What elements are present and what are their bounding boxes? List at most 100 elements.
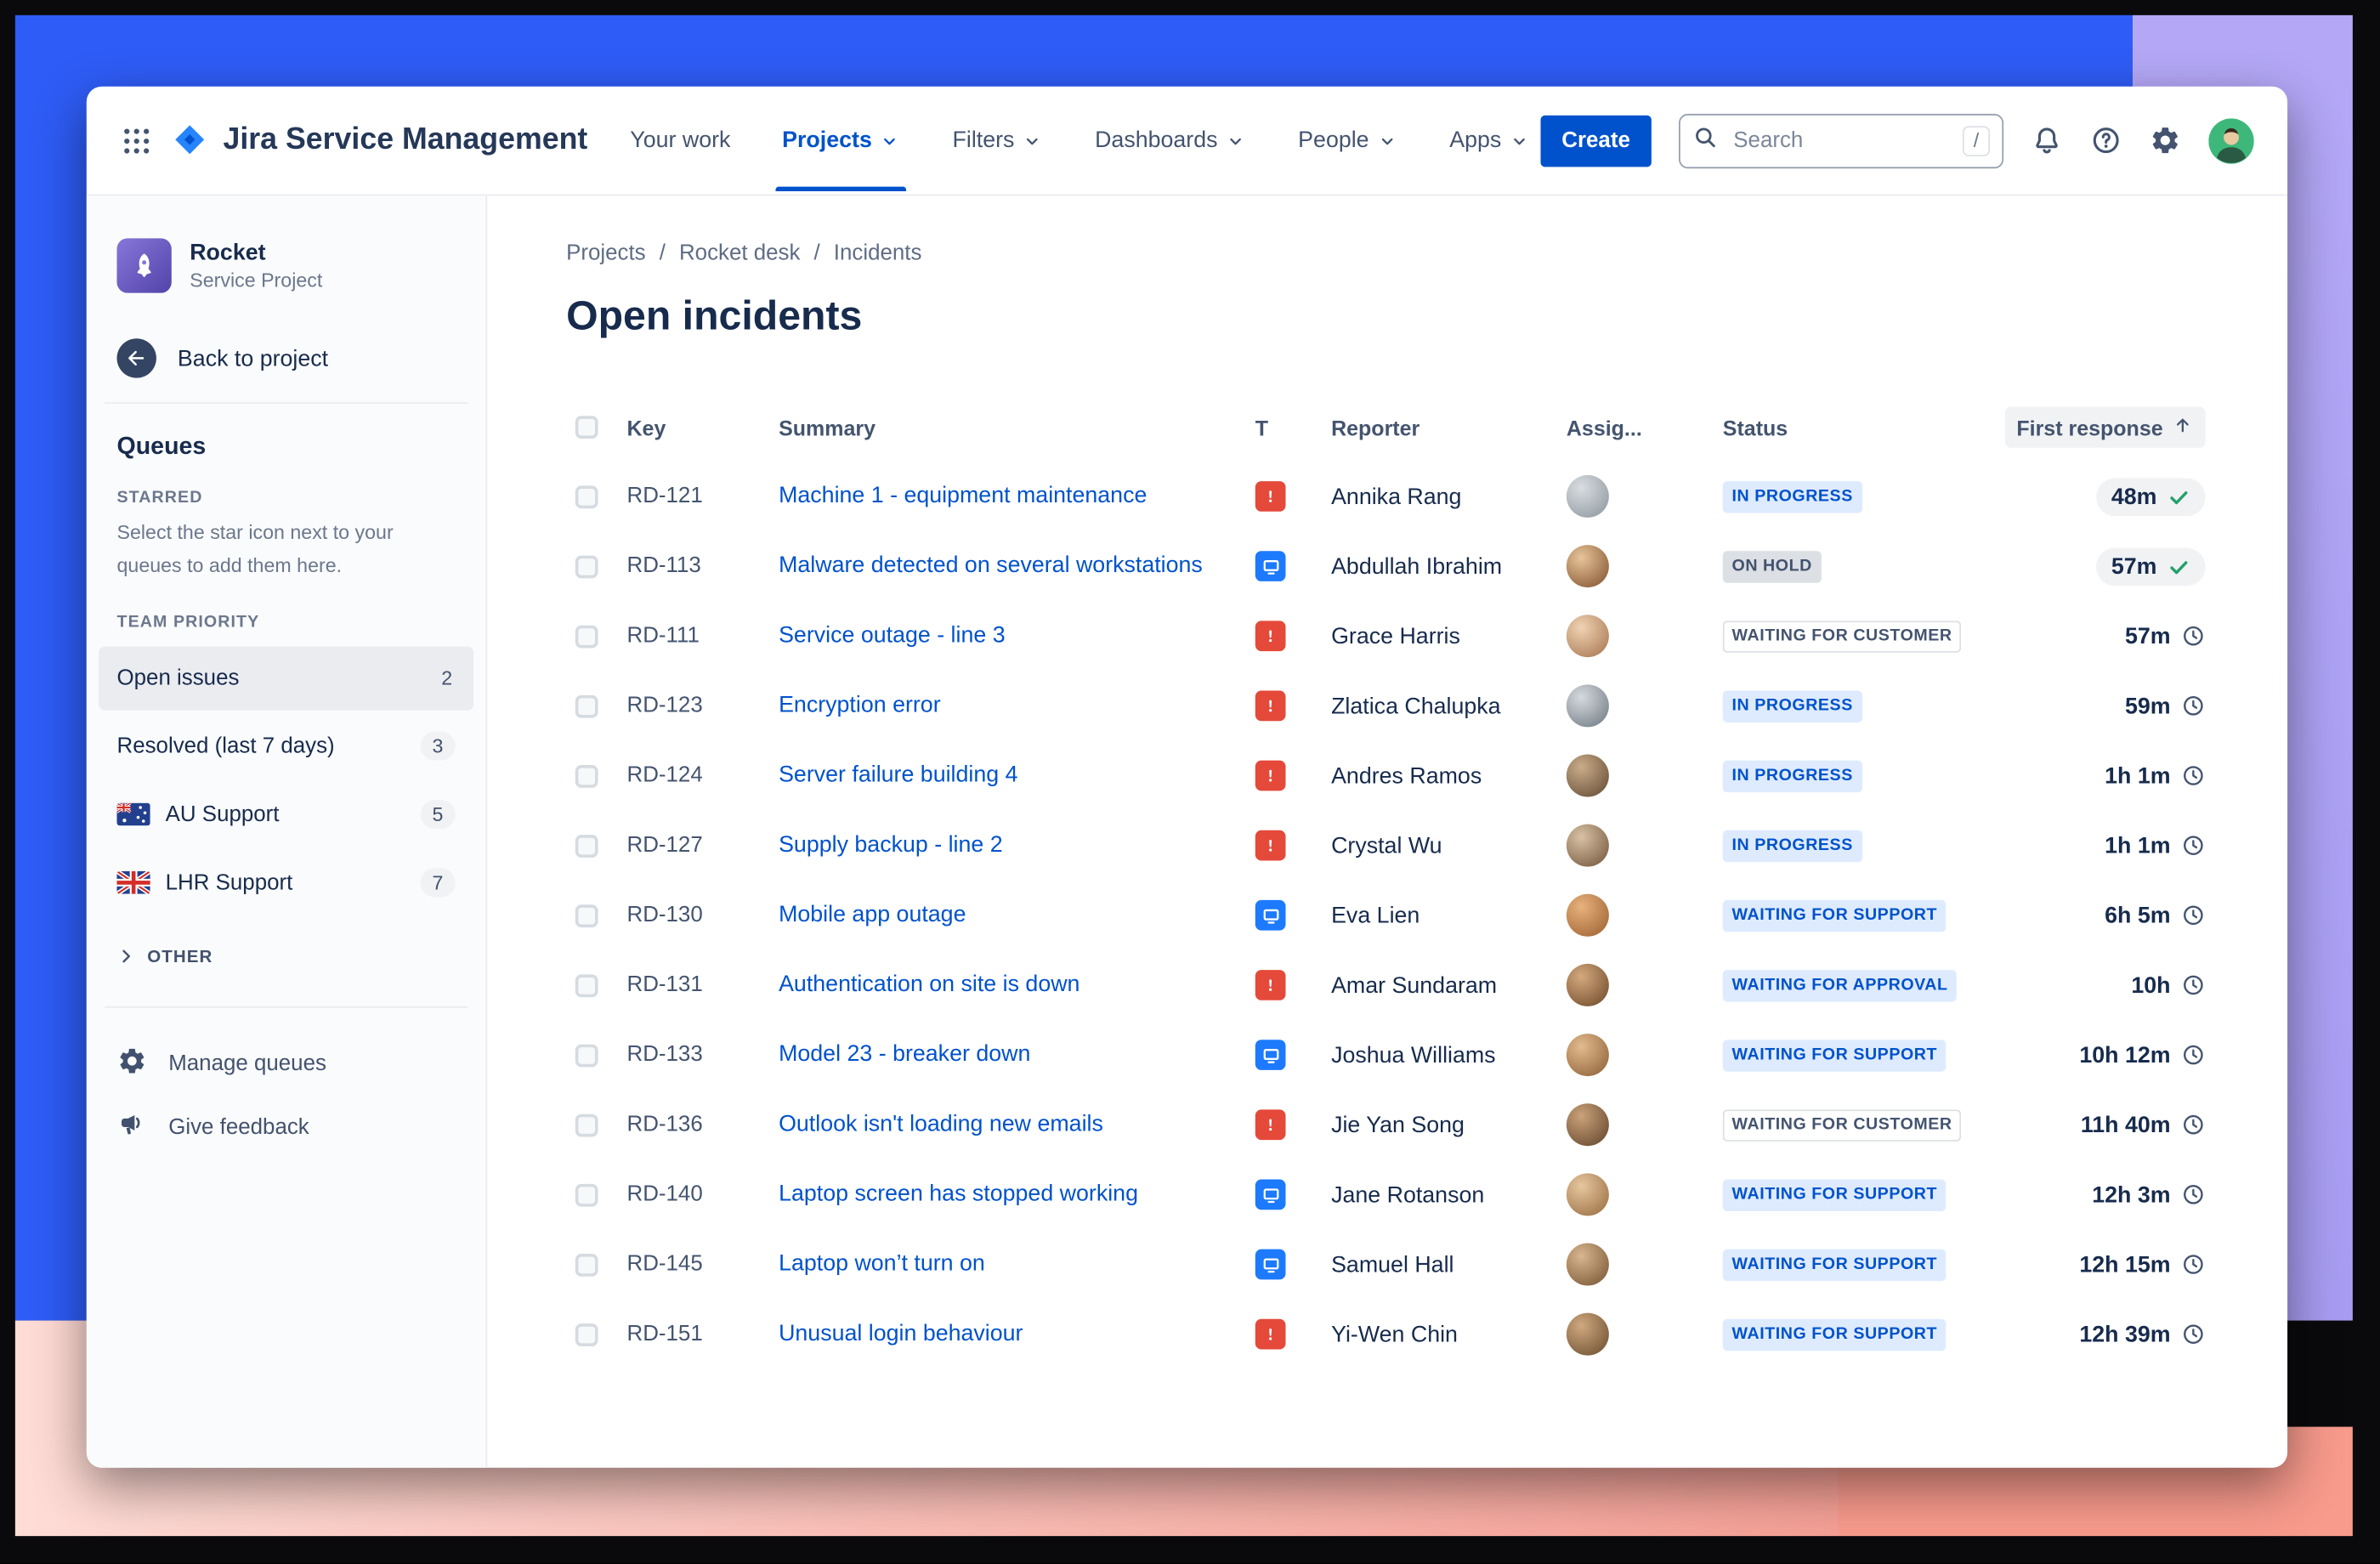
help-icon[interactable]: [2090, 124, 2122, 156]
issue-summary-link[interactable]: Mobile app outage: [779, 901, 966, 928]
issue-key: RD-123: [626, 694, 703, 718]
other-section-toggle[interactable]: OTHER: [87, 920, 486, 982]
row-checkbox[interactable]: [575, 904, 598, 927]
row-checkbox[interactable]: [575, 1253, 598, 1276]
incident-type-icon: [1255, 760, 1286, 791]
column-header-type[interactable]: T: [1255, 415, 1269, 439]
table-row-rd-151: RD-151 Unusual login behaviour Yi-Wen Chin…: [566, 1300, 2208, 1369]
row-checkbox[interactable]: [575, 554, 598, 578]
column-header-status[interactable]: Status: [1722, 415, 1788, 439]
row-checkbox[interactable]: [575, 1043, 598, 1067]
column-header-summary[interactable]: Summary: [779, 415, 876, 439]
row-checkbox[interactable]: [575, 484, 598, 508]
issue-summary-link[interactable]: Laptop won’t turn on: [779, 1250, 985, 1277]
assignee-avatar[interactable]: [1566, 474, 1609, 518]
issue-summary-link[interactable]: Malware detected on several workstations: [779, 552, 1203, 579]
nav-item-filters[interactable]: Filters: [953, 128, 1044, 153]
queue-item-resolved-last-7-days[interactable]: Resolved (last 7 days) 3: [99, 714, 473, 778]
issue-summary-link[interactable]: Encryption error: [779, 692, 941, 718]
issue-summary-link[interactable]: Model 23 - breaker down: [779, 1040, 1031, 1068]
request-type-icon: [1255, 899, 1286, 931]
chevron-right-icon: [116, 947, 134, 970]
breadcrumb-item-incidents[interactable]: Incidents: [833, 241, 922, 266]
issue-summary-link[interactable]: Supply backup - line 2: [779, 831, 1003, 858]
assignee-avatar[interactable]: [1566, 893, 1609, 937]
give-feedback-button[interactable]: Give feedback: [87, 1096, 486, 1159]
project-header[interactable]: Rocket Service Project: [87, 196, 486, 293]
app-window: Jira Service Management Your work Project…: [86, 86, 2288, 1468]
nav-item-your-work[interactable]: Your work: [630, 127, 731, 154]
row-checkbox[interactable]: [575, 764, 598, 787]
au-flag-icon: [116, 802, 150, 826]
settings-gear-icon[interactable]: [2150, 124, 2182, 156]
queue-item-open-issues[interactable]: Open issues 2: [99, 646, 474, 711]
incident-type-icon: [1255, 690, 1286, 722]
manage-queues-button[interactable]: Manage queues: [87, 1032, 486, 1096]
breadcrumb-item-projects[interactable]: Projects: [566, 241, 646, 266]
reporter-name: Eva Lien: [1331, 902, 1420, 928]
divider: [105, 402, 468, 404]
nav-item-apps[interactable]: Apps: [1449, 128, 1530, 153]
row-checkbox[interactable]: [575, 1182, 598, 1206]
nav-item-dashboards[interactable]: Dashboards: [1095, 128, 1246, 153]
assignee-avatar[interactable]: [1566, 1173, 1609, 1216]
column-header-assignee[interactable]: Assig...: [1566, 415, 1642, 439]
search-input[interactable]: [1730, 127, 1951, 155]
create-button[interactable]: Create: [1540, 114, 1652, 167]
status-badge: WAITING FOR SUPPORT: [1722, 1039, 1946, 1071]
assignee-avatar[interactable]: [1566, 1034, 1609, 1077]
issue-summary-link[interactable]: Machine 1 - equipment maintenance: [779, 482, 1148, 509]
breadcrumb-item-rocket-desk[interactable]: Rocket desk: [678, 241, 801, 266]
user-avatar[interactable]: [2208, 117, 2254, 163]
issue-summary-link[interactable]: Unusual login behaviour: [779, 1320, 1023, 1346]
column-header-first-response[interactable]: First response: [2004, 406, 2206, 448]
row-checkbox[interactable]: [575, 1113, 598, 1136]
select-all-checkbox[interactable]: [575, 416, 598, 439]
assignee-avatar[interactable]: [1566, 1312, 1609, 1356]
search-box[interactable]: /: [1678, 113, 2004, 168]
assignee-avatar[interactable]: [1566, 824, 1609, 867]
sidebar: Rocket Service Project Back to project Q…: [86, 196, 488, 1468]
nav-item-projects[interactable]: Projects: [775, 128, 908, 191]
app-switcher-icon[interactable]: [120, 124, 153, 157]
issue-summary-link[interactable]: Service outage - line 3: [779, 622, 1006, 649]
back-arrow-icon: [116, 338, 156, 378]
issue-key: RD-151: [626, 1322, 703, 1346]
assignee-avatar[interactable]: [1566, 1103, 1609, 1147]
queue-item-au-support[interactable]: AU Support 5: [99, 783, 473, 847]
team-priority-section-label: TEAM PRIORITY: [116, 612, 260, 632]
assignee-avatar[interactable]: [1566, 754, 1609, 797]
sla-clock-icon: [2181, 1113, 2206, 1137]
queue-item-lhr-support[interactable]: LHR Support 7: [99, 851, 473, 915]
column-header-reporter[interactable]: Reporter: [1331, 415, 1420, 439]
status-badge: IN PROGRESS: [1722, 759, 1862, 792]
assignee-avatar[interactable]: [1566, 1243, 1609, 1286]
row-checkbox[interactable]: [575, 834, 598, 858]
nav-item-people[interactable]: People: [1298, 128, 1397, 153]
starred-help-text: Select the star icon next to your queues…: [116, 520, 394, 577]
assignee-avatar[interactable]: [1566, 615, 1609, 658]
column-header-key[interactable]: Key: [626, 415, 666, 439]
starred-section-label: STARRED: [116, 488, 203, 507]
assignee-avatar[interactable]: [1566, 545, 1609, 588]
issue-key: RD-133: [626, 1042, 703, 1068]
jira-logo-icon[interactable]: [172, 122, 208, 159]
assignee-avatar[interactable]: [1566, 963, 1609, 1006]
issue-key: RD-130: [626, 903, 703, 928]
notifications-bell-icon[interactable]: [2031, 124, 2063, 156]
issue-summary-link[interactable]: Laptop screen has stopped working: [779, 1181, 1138, 1207]
row-checkbox[interactable]: [575, 1323, 598, 1346]
first-response-time: 57m: [2125, 623, 2206, 649]
row-checkbox[interactable]: [575, 694, 598, 717]
reporter-name: Annika Rang: [1331, 483, 1462, 510]
first-response-time: 10h 12m: [2079, 1042, 2205, 1068]
issue-summary-link[interactable]: Server failure building 4: [779, 762, 1018, 788]
back-to-project-button[interactable]: Back to project: [87, 338, 486, 378]
reporter-name: Grace Harris: [1331, 623, 1460, 649]
issue-summary-link[interactable]: Authentication on site is down: [779, 971, 1080, 998]
assignee-avatar[interactable]: [1566, 684, 1609, 728]
row-checkbox[interactable]: [575, 973, 598, 997]
issue-summary-link[interactable]: Outlook isn't loading new emails: [779, 1111, 1103, 1137]
row-checkbox[interactable]: [575, 624, 598, 648]
